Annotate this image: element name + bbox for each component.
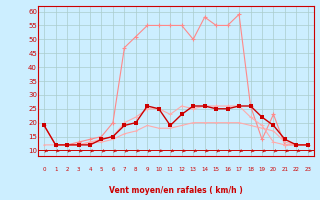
X-axis label: Vent moyen/en rafales ( km/h ): Vent moyen/en rafales ( km/h ) — [109, 186, 243, 195]
